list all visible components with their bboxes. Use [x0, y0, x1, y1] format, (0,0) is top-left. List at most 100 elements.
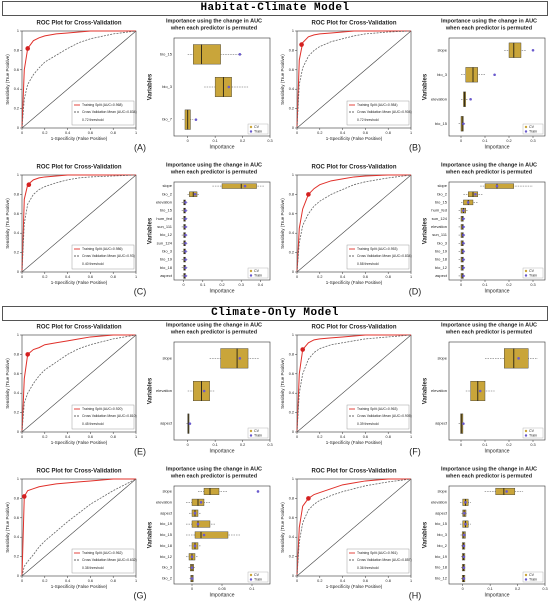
x-axis-label: Importance: [484, 592, 509, 598]
legend-label: Train: [529, 577, 537, 581]
chart-title: when each predictor is permuted: [170, 169, 257, 175]
train-point: [469, 97, 472, 101]
legend-label: Train: [254, 577, 262, 581]
x-tick-label: 0.6: [88, 275, 93, 279]
chart-title: ROC Plot for Cross-Validation: [36, 469, 121, 475]
train-point: [464, 501, 467, 504]
x-axis-label: 1-Specificity (False Positive): [326, 440, 383, 445]
category-label: bio_19: [160, 521, 173, 526]
x-tick-label: 0.4: [340, 275, 345, 279]
train-point: [493, 73, 496, 77]
legend-swatch: [524, 130, 528, 133]
category-label: bio_15: [160, 532, 173, 537]
legend-swatch: [524, 125, 528, 129]
y-tick-label: 0: [17, 574, 19, 578]
legend-box: [247, 571, 269, 583]
chart-title: when each predictor is permuted: [445, 473, 532, 479]
y-axis-label: Variables: [148, 73, 154, 100]
train-point: [462, 225, 465, 229]
y-axis-label: Variables: [423, 73, 429, 100]
x-tick-label: 0: [187, 139, 189, 143]
train-point: [202, 533, 206, 537]
x-tick-label: 0: [460, 283, 462, 287]
category-label: bio_15: [160, 51, 173, 56]
train-point: [495, 184, 499, 188]
diagonal: [296, 30, 412, 129]
x-tick-label: 0.2: [515, 587, 520, 591]
panel-label: (D): [409, 286, 422, 296]
x-tick-label: 0.2: [506, 283, 511, 287]
x-tick-label: 0.6: [363, 579, 368, 583]
chart-title: Importance using the change in AUC: [166, 466, 262, 472]
legend-swatch: [524, 578, 528, 581]
train-point: [256, 490, 260, 493]
x-tick-label: 0.4: [65, 435, 70, 439]
train-point: [462, 422, 465, 425]
train-point: [462, 577, 466, 580]
x-tick-label: 0.2: [42, 579, 47, 583]
legend-box: [346, 548, 410, 574]
train-point: [184, 217, 187, 221]
legend-label: CV: [529, 573, 535, 577]
train-point: [462, 566, 466, 569]
train-point: [462, 250, 465, 253]
legend-label: Train: [254, 129, 262, 133]
legend-swatch: [249, 269, 253, 273]
x-axis-label: Importance: [484, 448, 509, 454]
y-tick-label: 0: [17, 126, 19, 130]
chart-title: when each predictor is permuted: [170, 329, 257, 335]
train-point: [184, 225, 187, 229]
cv-mean-curve: [21, 478, 137, 577]
y-tick-label: 0.6: [289, 68, 294, 72]
chart-title: Importance using the change in AUC: [441, 466, 537, 472]
x-tick-label: 0.3: [542, 587, 547, 591]
x-tick-label: 0.3: [267, 139, 272, 143]
threshold-point: [21, 494, 27, 499]
y-tick-label: 0.4: [289, 87, 294, 91]
legend-label: Train: [529, 129, 537, 133]
plot-frame: [448, 181, 546, 281]
x-tick-label: 0.2: [506, 139, 511, 143]
x-tick-label: 0.1: [213, 139, 218, 143]
threshold-point: [25, 352, 31, 357]
category-label: bio_18: [160, 265, 173, 270]
train-point: [184, 209, 187, 212]
y-tick-label: 0.6: [289, 516, 294, 520]
x-axis-label: 1-Specificity (False Positive): [51, 584, 108, 589]
legend-label: Cross Validation Mean (AUC=0.857): [357, 558, 412, 562]
train-point: [462, 274, 465, 278]
category-label: bio_2: [437, 191, 448, 196]
x-tick-label: 1: [410, 131, 412, 135]
y-tick-label: 0.2: [289, 411, 294, 415]
x-tick-label: 0.4: [65, 579, 70, 583]
legend-box: [71, 548, 135, 574]
legend-label: Cross Validation Mean (AUC=0.834): [82, 110, 137, 114]
legend-swatch: [524, 274, 528, 277]
train-point: [190, 566, 194, 569]
section-heading: Climate-Only Model: [2, 306, 548, 321]
training-curve: [296, 478, 411, 577]
legend-label: Train: [529, 433, 537, 437]
x-tick-label: 0.2: [240, 139, 245, 143]
chart-title: Importance using the change in AUC: [441, 18, 537, 24]
legend-swatch: [524, 429, 528, 433]
category-label: bio_12: [160, 232, 173, 237]
train-point: [184, 233, 187, 237]
y-tick-label: 0.8: [289, 352, 294, 356]
training-curve: [21, 478, 136, 577]
category-label: bio_18: [160, 543, 173, 548]
category-label: elevation: [156, 199, 172, 204]
x-tick-label: 0.8: [111, 579, 116, 583]
y-axis-label: Variables: [148, 217, 154, 244]
category-label: bio_2: [162, 191, 173, 196]
x-tick-label: 0: [296, 275, 298, 279]
y-tick-label: 0.4: [289, 231, 294, 235]
train-point: [194, 118, 198, 121]
cv-mean-curve: [21, 30, 137, 129]
x-tick-label: 0.4: [65, 131, 70, 135]
x-tick-label: 0: [296, 579, 298, 583]
cv-mean-curve: [296, 478, 412, 577]
x-tick-label: 1: [135, 435, 137, 439]
cv-mean-curve: [296, 30, 412, 129]
box: [495, 487, 516, 495]
